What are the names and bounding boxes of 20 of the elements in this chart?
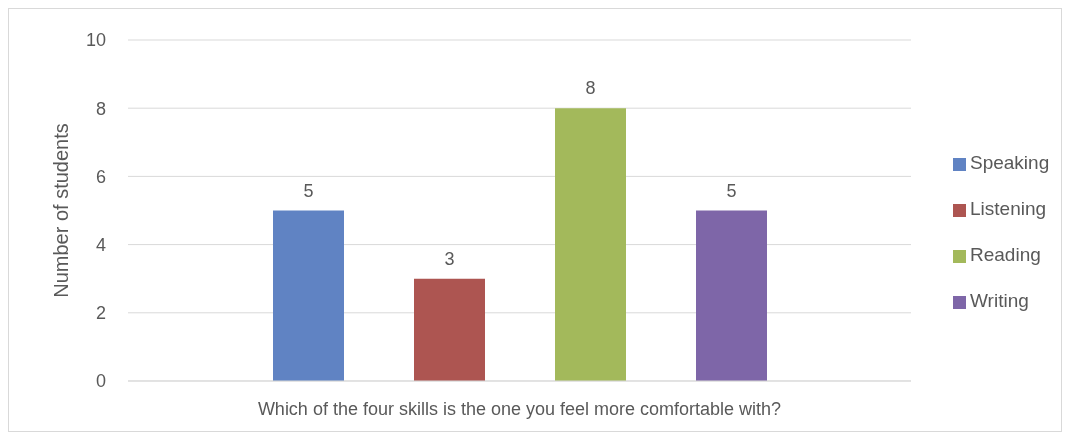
data-label: 8 <box>585 78 596 99</box>
y-tick-label: 6 <box>95 166 106 187</box>
data-label: 5 <box>303 180 314 201</box>
x-tick-label: Which of the four skills is the one you feel more comfortable with? <box>257 398 782 419</box>
data-label: 3 <box>444 248 455 269</box>
y-tick-label: 0 <box>95 371 106 392</box>
legend-label: Listening <box>970 198 1047 219</box>
legend-label: Writing <box>970 290 1029 311</box>
bar <box>414 278 485 381</box>
y-tick-label: 8 <box>95 98 106 119</box>
y-tick-label: 4 <box>95 234 106 255</box>
legend-label: Speaking <box>970 152 1050 173</box>
legend-label: Reading <box>970 244 1041 265</box>
bar <box>273 210 344 381</box>
bar <box>696 210 767 381</box>
data-label: 5 <box>726 180 737 201</box>
bar <box>555 108 626 381</box>
y-tick-label: 2 <box>95 303 106 324</box>
y-axis-title: Number of students <box>50 123 72 298</box>
y-tick-label: 10 <box>85 30 106 51</box>
